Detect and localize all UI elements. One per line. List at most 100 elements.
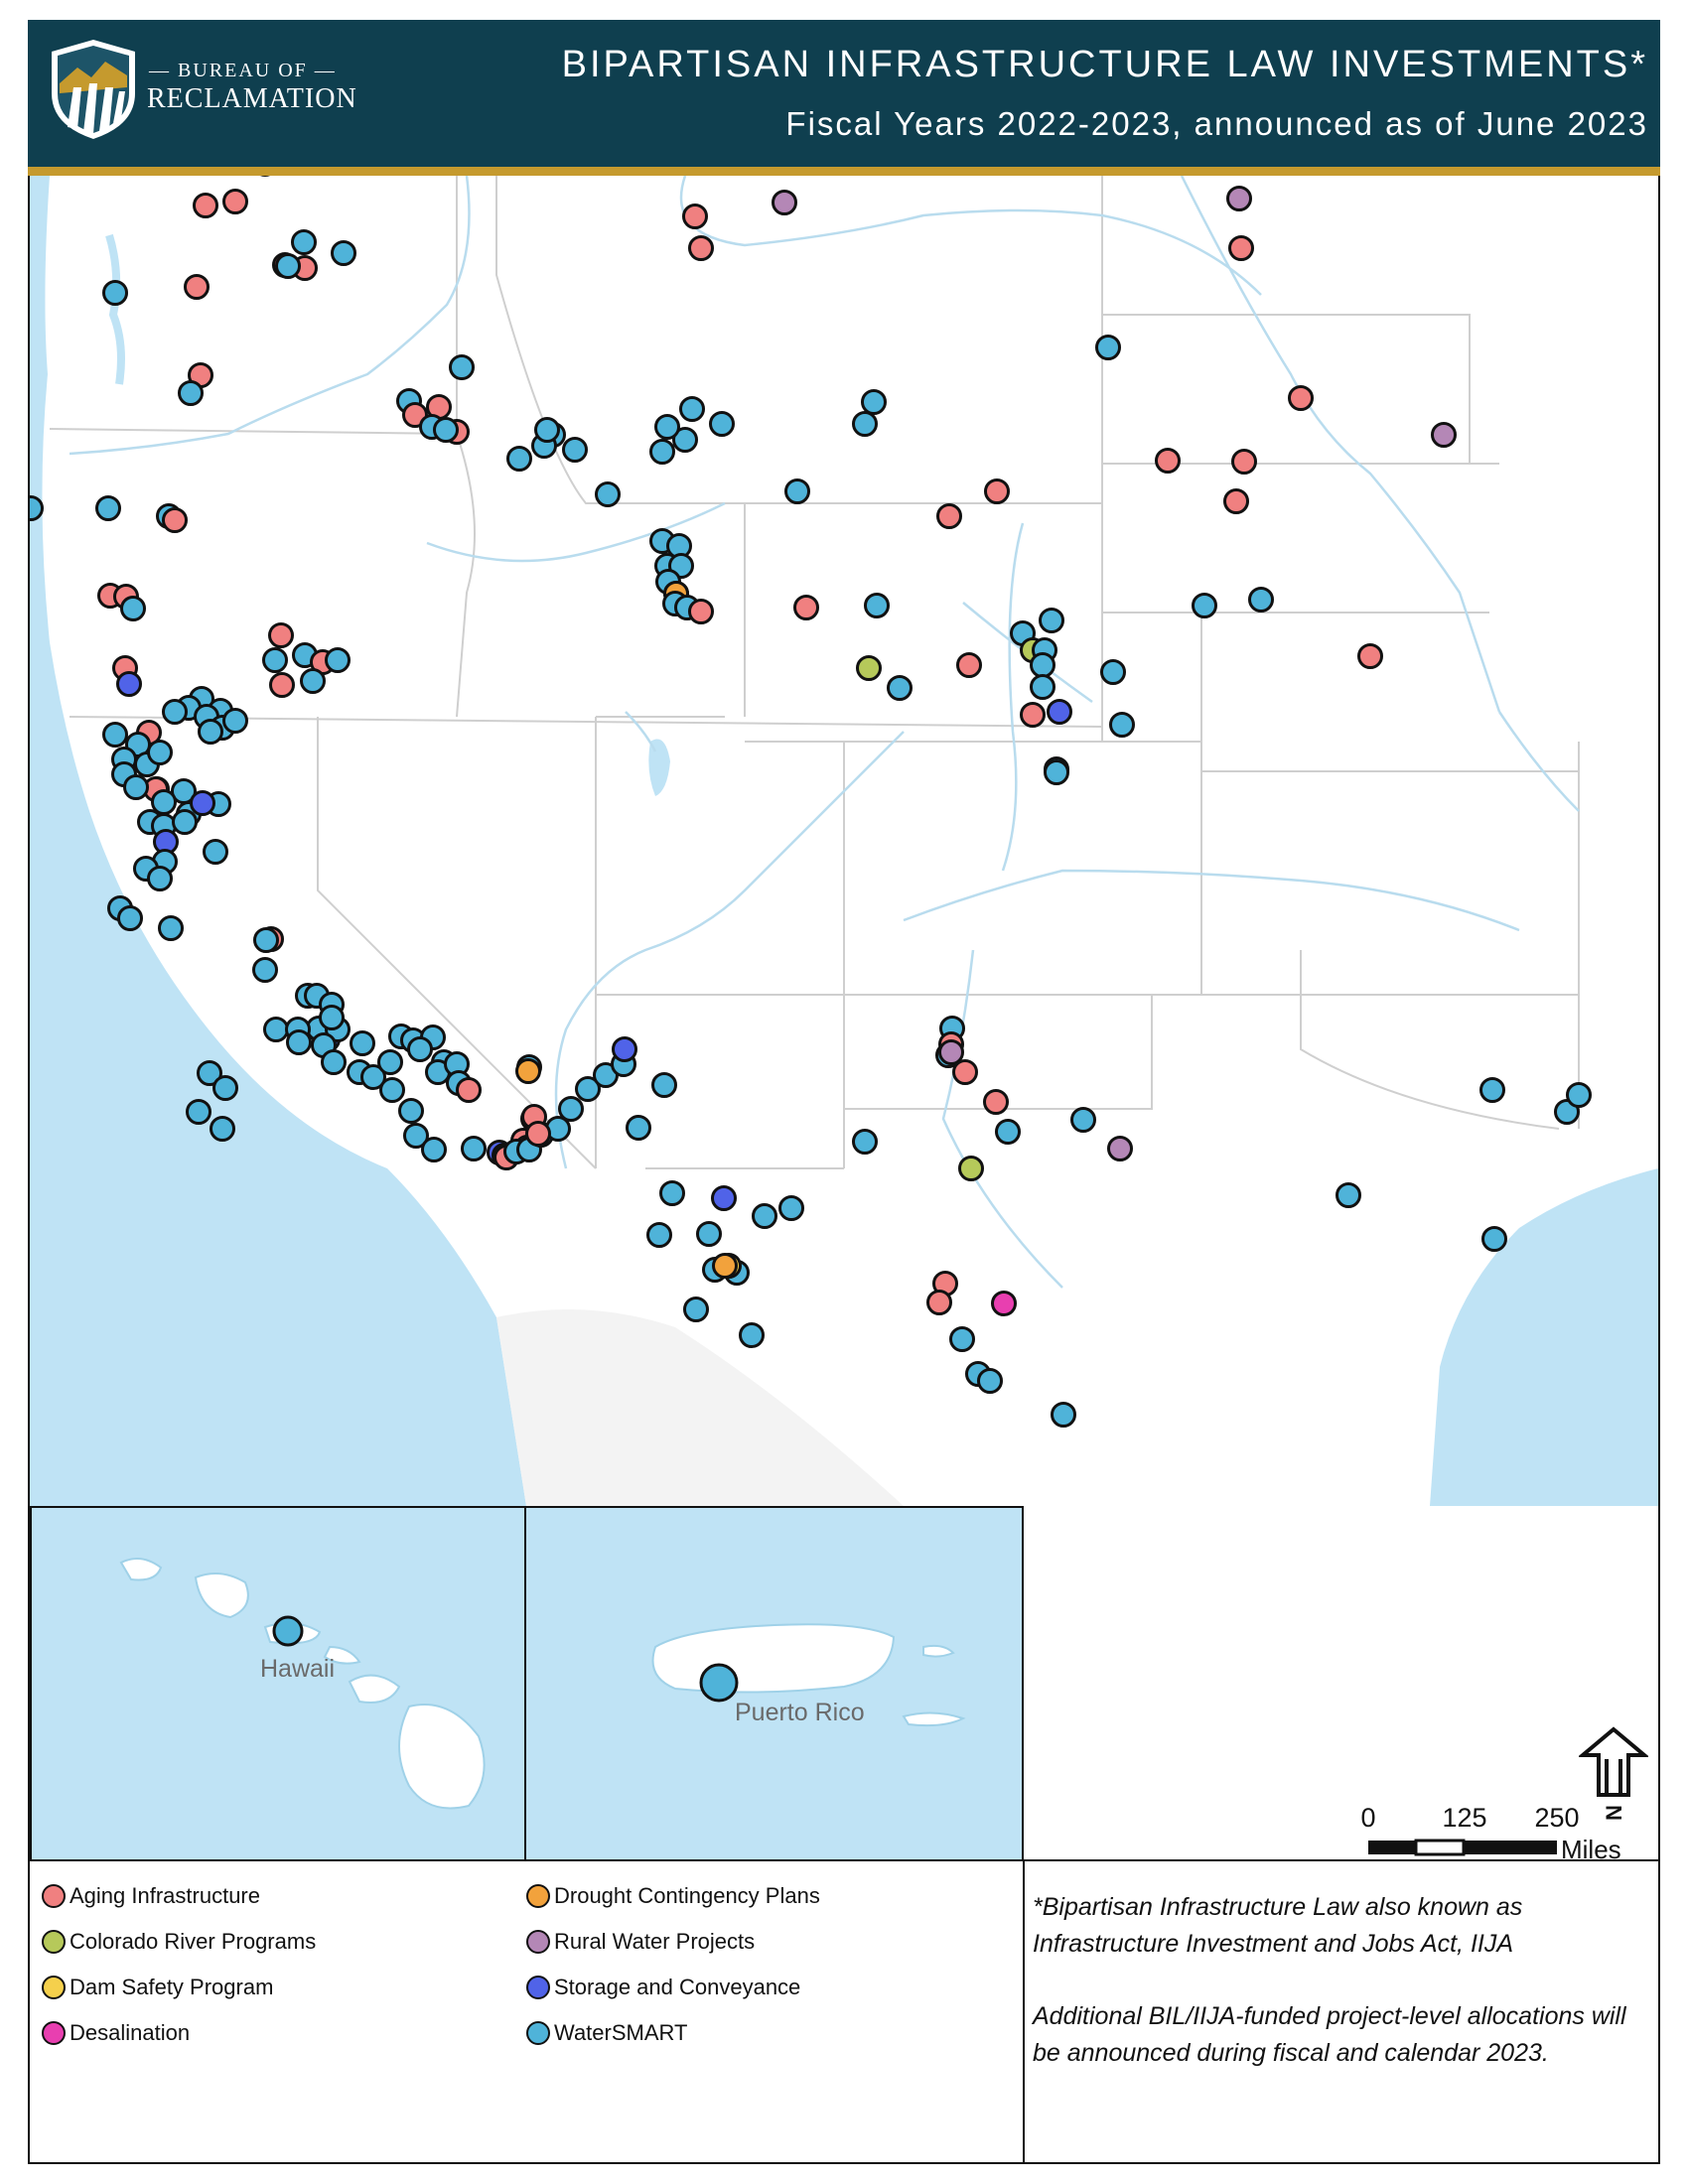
project-point-watersmart	[172, 809, 198, 835]
project-point-watersmart	[186, 1099, 211, 1125]
project-point-watersmart	[1044, 759, 1069, 785]
legend-label: Storage and Conveyance	[554, 1975, 801, 1999]
project-point-watersmart	[407, 1036, 433, 1062]
project-point-storage-conveyance	[612, 1036, 637, 1062]
project-point-aging-infrastructure	[793, 595, 819, 620]
project-point-storage-conveyance	[711, 1185, 737, 1211]
project-point-watersmart	[646, 1222, 672, 1248]
project-point-watersmart	[198, 719, 223, 745]
puerto-rico-inset[interactable]: Puerto Rico	[524, 1506, 1024, 1861]
map-canvas	[30, 176, 1658, 1506]
legend-item-drought-contingency-plans: Drought Contingency Plans	[526, 1881, 820, 1911]
project-point-aging-infrastructure	[956, 652, 982, 678]
project-point-watersmart	[562, 437, 588, 463]
legend-item-rural-water-projects: Rural Water Projects	[526, 1927, 755, 1957]
project-point-watersmart	[649, 439, 675, 465]
project-point-aging-infrastructure	[984, 478, 1010, 504]
great-salt-lake	[648, 739, 670, 796]
gulf-of-mexico	[1430, 1168, 1658, 1506]
project-point-watersmart	[949, 1326, 975, 1352]
legend-swatch-icon	[42, 2021, 66, 2045]
project-point-watersmart	[95, 495, 121, 521]
project-point-drought-contingency	[515, 1058, 541, 1084]
project-point-watersmart	[210, 1116, 235, 1142]
header-accent-bar	[28, 167, 1660, 176]
legend-swatch-icon	[42, 1884, 66, 1908]
project-point-watersmart	[1336, 1182, 1361, 1208]
project-point-watersmart	[300, 668, 326, 694]
project-point-colorado-river	[856, 655, 882, 681]
project-point-watersmart	[162, 699, 188, 725]
legend-swatch-icon	[526, 1884, 550, 1908]
project-point-watersmart	[864, 593, 890, 618]
project-point-rural-water	[938, 1039, 964, 1065]
project-point-watersmart	[1051, 1402, 1076, 1428]
project-point-aging-infrastructure	[952, 1059, 978, 1085]
project-point-watersmart	[120, 596, 146, 621]
project-point-watersmart	[151, 789, 177, 815]
project-point-watersmart	[626, 1115, 651, 1141]
project-point-watersmart	[1095, 335, 1121, 360]
project-point-watersmart	[659, 1180, 685, 1206]
project-point-colorado-river	[958, 1156, 984, 1181]
legend-label: Drought Contingency Plans	[554, 1883, 820, 1908]
iija-note: *Bipartisan Infrastructure Law also know…	[1033, 1893, 1523, 1958]
project-point-watersmart	[147, 740, 173, 765]
project-point-watersmart	[558, 1096, 584, 1122]
project-point-watersmart	[672, 427, 698, 453]
project-point-watersmart	[102, 280, 128, 306]
project-point-watersmart	[275, 253, 301, 279]
project-point-watersmart	[1030, 652, 1055, 678]
project-point-watersmart	[1481, 1226, 1507, 1252]
project-point-rural-water	[1431, 422, 1457, 448]
project-point-watersmart	[1070, 1107, 1096, 1133]
main-map[interactable]	[30, 176, 1658, 1506]
project-point-watersmart	[331, 240, 356, 266]
project-point-watersmart	[1566, 1082, 1592, 1108]
project-point-watersmart	[861, 389, 887, 415]
project-point-rural-water	[772, 190, 797, 215]
notes: *Bipartisan Infrastructure Law also know…	[1023, 1859, 1658, 2162]
legend-label: Aging Infrastructure	[70, 1883, 260, 1908]
project-point-watersmart	[1192, 593, 1217, 618]
legend-item-aging-infrastructure: Aging Infrastructure	[42, 1881, 260, 1911]
puerto-rico-label: Puerto Rico	[735, 1699, 865, 1726]
legend-item-storage-and-conveyance: Storage and Conveyance	[526, 1973, 800, 2002]
project-point-watersmart	[403, 1123, 429, 1149]
project-point-aging-infrastructure	[162, 507, 188, 533]
scale-tick-125: 125	[1442, 1803, 1486, 1833]
project-point-aging-infrastructure	[193, 193, 218, 218]
header	[28, 20, 1660, 169]
project-point-watersmart	[433, 417, 459, 443]
project-point-watersmart	[852, 1129, 878, 1155]
scale-tick-250: 250	[1534, 1803, 1579, 1833]
project-point-watersmart	[651, 1072, 677, 1098]
project-point-watersmart	[421, 1137, 447, 1162]
legend-label: WaterSMART	[554, 2020, 688, 2045]
legend-label: Desalination	[70, 2020, 191, 2045]
project-point-aging-infrastructure	[269, 672, 295, 698]
project-point-watersmart	[506, 446, 532, 472]
project-point-watersmart	[147, 866, 173, 891]
legend-swatch-icon	[42, 1930, 66, 1954]
project-point-watersmart	[222, 708, 248, 734]
puerto-rico-project-point	[699, 1663, 739, 1703]
project-point-watersmart	[1039, 608, 1064, 633]
rivers	[69, 176, 1580, 1289]
project-point-watersmart	[291, 229, 317, 255]
legend-label: Dam Safety Program	[70, 1975, 274, 1999]
project-point-rural-water	[1107, 1136, 1133, 1161]
hawaii-inset[interactable]: Hawaii	[30, 1506, 526, 1861]
legend-label: Colorado River Programs	[70, 1929, 317, 1954]
project-point-watersmart	[286, 1029, 312, 1055]
project-point-watersmart	[321, 1049, 347, 1075]
project-point-watersmart	[30, 495, 44, 521]
project-point-watersmart	[350, 1030, 375, 1056]
legend-item-dam-safety-program: Dam Safety Program	[42, 1973, 273, 2002]
map-title: BIPARTISAN INFRASTRUCTURE LAW INVESTMENT…	[561, 44, 1648, 85]
project-point-storage-conveyance	[1047, 699, 1072, 725]
project-point-watersmart	[1248, 587, 1274, 613]
project-point-storage-conveyance	[116, 671, 142, 697]
project-point-aging-infrastructure	[268, 622, 294, 648]
project-point-aging-infrastructure	[983, 1089, 1009, 1115]
